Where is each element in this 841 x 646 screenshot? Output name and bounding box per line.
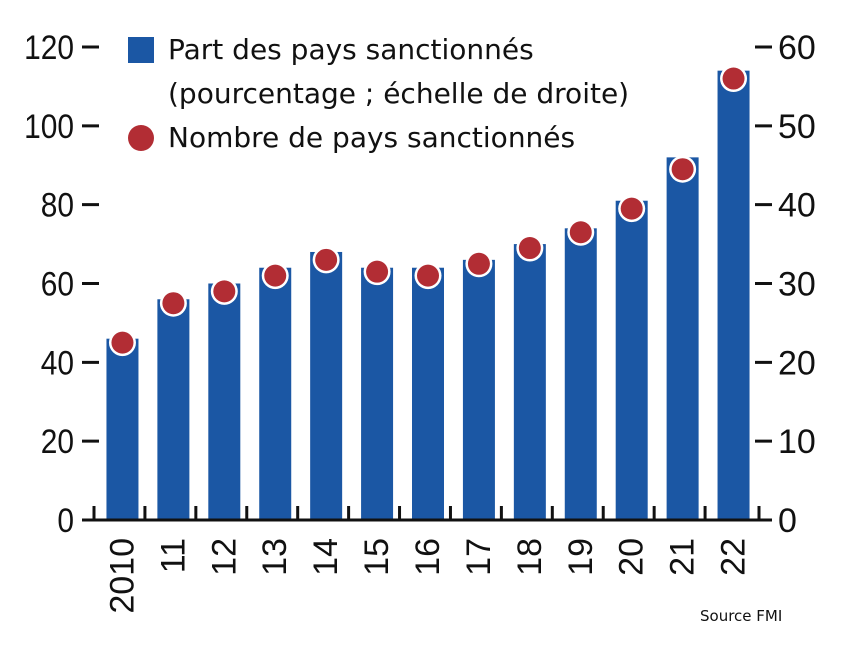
bar <box>106 338 139 520</box>
dot <box>315 248 338 271</box>
x-tick-label: 17 <box>460 538 498 576</box>
x-tick-label: 2010 <box>103 538 141 614</box>
x-tick-label: 11 <box>154 538 192 573</box>
bar-series <box>106 70 750 521</box>
left-tick-label: 60 <box>41 265 74 303</box>
dot <box>162 292 185 315</box>
legend-bar-label-line2: (pourcentage ; échelle de droite) <box>168 77 630 110</box>
x-tick-label: 21 <box>664 538 702 576</box>
bar <box>208 283 241 520</box>
dot <box>569 221 592 244</box>
dot <box>722 67 745 90</box>
legend-dot-label: Nombre de pays sanctionnés <box>168 121 576 154</box>
dot <box>467 252 490 275</box>
right-y-axis: 0 10 20 30 40 50 60 <box>755 29 816 540</box>
x-tick-label: 22 <box>715 538 753 576</box>
dot <box>213 280 236 303</box>
x-tick-label: 13 <box>256 538 294 576</box>
x-axis: 2010 11 12 13 14 15 16 17 18 19 20 21 22 <box>82 506 772 614</box>
source-note: Source FMI <box>700 607 783 625</box>
left-y-axis: 0 20 40 60 80 100 120 <box>24 28 99 539</box>
blue-square-icon <box>128 37 154 63</box>
x-tick-label: 19 <box>562 538 600 576</box>
left-tick-label: 100 <box>24 107 74 145</box>
dot <box>264 264 287 287</box>
dot-series <box>108 65 748 357</box>
x-tick-label: 12 <box>205 538 243 576</box>
right-tick-label: 30 <box>778 266 816 304</box>
bar <box>666 157 699 520</box>
legend-bar-label-line1: Part des pays sanctionnés <box>168 33 534 66</box>
x-tick-label: 18 <box>511 538 549 576</box>
red-dot-icon <box>128 125 154 151</box>
bar <box>361 267 394 520</box>
right-tick-label: 60 <box>778 29 816 67</box>
dot <box>417 264 439 287</box>
legend-item-dots: Nombre de pays sanctionnés <box>128 116 629 160</box>
x-tick-label: 20 <box>613 538 651 576</box>
bar <box>310 251 343 520</box>
bar <box>615 200 648 520</box>
bar <box>717 70 750 521</box>
bar <box>564 228 597 521</box>
dot <box>111 331 134 354</box>
left-tick-label: 80 <box>41 186 74 224</box>
dot <box>518 237 541 260</box>
bar <box>513 244 546 521</box>
bar <box>412 267 444 520</box>
bar <box>462 259 495 520</box>
legend-item-bars: Part des pays sanctionnés (pourcentage ;… <box>128 28 629 116</box>
dot <box>671 158 694 181</box>
x-tick-label: 15 <box>358 538 396 576</box>
left-tick-label: 40 <box>41 344 74 382</box>
dot <box>366 260 389 283</box>
right-tick-label: 40 <box>778 187 816 225</box>
right-tick-label: 20 <box>778 344 816 382</box>
bar <box>157 299 190 520</box>
left-tick-label: 20 <box>41 422 74 460</box>
right-tick-label: 50 <box>778 108 816 146</box>
x-tick-label: 16 <box>409 538 447 576</box>
dot <box>620 197 643 220</box>
legend: Part des pays sanctionnés (pourcentage ;… <box>128 28 629 160</box>
x-tick-label: 14 <box>307 538 345 576</box>
right-tick-label: 0 <box>778 502 797 540</box>
left-tick-label: 0 <box>57 501 74 539</box>
left-tick-label: 120 <box>24 28 74 66</box>
right-tick-label: 10 <box>778 423 816 461</box>
bar <box>259 267 292 520</box>
